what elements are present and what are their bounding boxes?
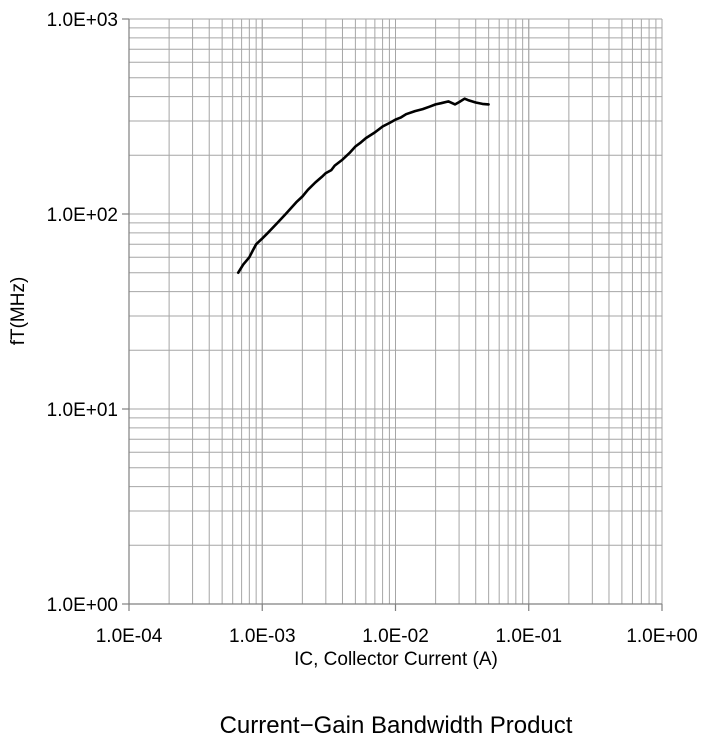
x-axis-label: IC, Collector Current (A) <box>294 649 498 670</box>
x-tick-label: 1.0E-01 <box>495 626 562 647</box>
x-tick-label: 1.0E-02 <box>362 626 429 647</box>
tick-marks <box>122 18 663 611</box>
y-tick-label: 1.0E+03 <box>47 10 118 31</box>
tick-labels: 1.0E-04 1.0E-03 1.0E-02 1.0E-01 1.0E+00 1.0E+… <box>47 10 698 647</box>
grid-lines <box>129 18 663 604</box>
x-tick-label: 1.0E+00 <box>626 626 697 647</box>
chart-caption: Current−Gain Bandwidth Product <box>220 712 573 739</box>
y-tick-label: 1.0E+01 <box>47 400 118 421</box>
x-tick-label: 1.0E-03 <box>229 626 296 647</box>
y-tick-label: 1.0E+02 <box>47 205 118 226</box>
y-axis-label: fT(MHz) <box>8 277 29 346</box>
y-tick-label: 1.0E+00 <box>47 595 118 616</box>
x-tick-label: 1.0E-04 <box>96 626 163 647</box>
series-line-ft <box>236 97 490 275</box>
series <box>236 97 490 275</box>
